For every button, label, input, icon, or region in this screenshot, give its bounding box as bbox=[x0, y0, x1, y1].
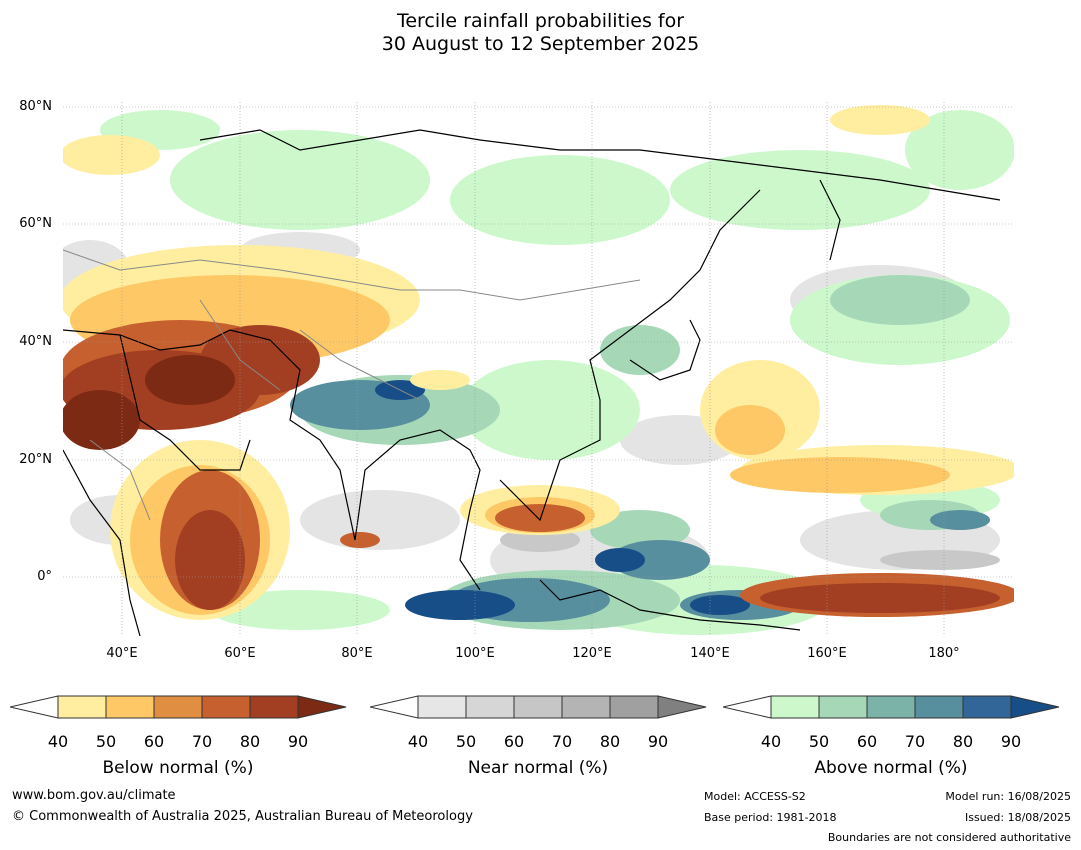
chart-title: Tercile rainfall probabilities for 30 Au… bbox=[0, 10, 1081, 56]
footer-issued: Issued: 18/08/2025 bbox=[964, 811, 1071, 824]
coastlines bbox=[63, 129, 1001, 636]
title-line-1: Tercile rainfall probabilities for bbox=[396, 10, 685, 32]
colorbar-below-tick-90: 90 bbox=[287, 732, 309, 751]
colorbar-above-swatch-1 bbox=[770, 695, 820, 719]
colorbar-near-normal: 40 50 60 70 80 90 Near normal (%) bbox=[369, 690, 710, 790]
colorbar-near-tick-40: 40 bbox=[407, 732, 429, 751]
title-line-2: 30 August to 12 September 2025 bbox=[381, 33, 700, 55]
footer-model: Model: ACCESS-S2 bbox=[704, 790, 806, 803]
colorbar-above-title: Above normal (%) bbox=[814, 758, 968, 778]
above-normal-90-areas bbox=[375, 380, 750, 620]
colorbar-above-tick-80: 80 bbox=[952, 732, 974, 751]
colorbar-near-swatch-5 bbox=[609, 695, 659, 719]
colorbar-above-normal-lower-extend bbox=[722, 695, 772, 719]
colorbar-below-tick-80: 80 bbox=[239, 732, 261, 751]
lat-label-80n: 80°N bbox=[19, 99, 52, 114]
lat-label-0: 0° bbox=[37, 569, 52, 584]
footer-copyright: © Commonwealth of Australia 2025, Austra… bbox=[12, 809, 473, 824]
colorbar-below-tick-70: 70 bbox=[191, 732, 213, 751]
lon-label-180: 180° bbox=[928, 646, 960, 661]
lat-label-60n: 60°N bbox=[19, 216, 52, 231]
colorbar-near-swatch-4 bbox=[561, 695, 611, 719]
lon-label-60e: 60°E bbox=[224, 646, 256, 661]
lon-label-160e: 160°E bbox=[807, 646, 847, 661]
footer-base-period: Base period: 1981-2018 bbox=[704, 811, 837, 824]
lon-label-140e: 140°E bbox=[690, 646, 730, 661]
colorbar-below-tick-40: 40 bbox=[47, 732, 69, 751]
colorbar-near-swatch-3 bbox=[513, 695, 563, 719]
colorbar-near-normal-upper-extend bbox=[657, 695, 707, 719]
colorbar-below-swatch-5 bbox=[249, 695, 299, 719]
colorbar-below-title: Below normal (%) bbox=[102, 758, 254, 778]
lon-label-100e: 100°E bbox=[455, 646, 495, 661]
probability-layer bbox=[63, 102, 1014, 636]
colorbar-above-swatch-3 bbox=[866, 695, 916, 719]
colorbar-below-swatch-3 bbox=[153, 695, 203, 719]
footer-disclaimer: Boundaries are not considered authoritat… bbox=[827, 831, 1071, 844]
colorbar-above-normal: 40 50 60 70 80 90 Above normal (%) bbox=[722, 690, 1063, 790]
colorbar-below-normal-bar bbox=[9, 695, 347, 719]
colorbar-below-tick-60: 60 bbox=[143, 732, 165, 751]
colorbar-above-swatch-5 bbox=[962, 695, 1012, 719]
lat-label-20n: 20°N bbox=[19, 452, 52, 467]
lat-label-40n: 40°N bbox=[19, 334, 52, 349]
colorbar-near-tick-80: 80 bbox=[599, 732, 621, 751]
lon-label-40e: 40°E bbox=[106, 646, 138, 661]
colorbar-above-tick-50: 50 bbox=[808, 732, 830, 751]
colorbar-near-title: Near normal (%) bbox=[467, 758, 609, 778]
colorbar-above-normal-bar bbox=[722, 695, 1060, 719]
below-normal-90-areas bbox=[63, 355, 235, 450]
colorbar-near-swatch-1 bbox=[417, 695, 467, 719]
colorbar-above-tick-70: 70 bbox=[904, 732, 926, 751]
colorbar-above-tick-40: 40 bbox=[760, 732, 782, 751]
colorbar-below-tick-50: 50 bbox=[95, 732, 117, 751]
colorbar-below-normal-lower-extend bbox=[9, 695, 59, 719]
colorbar-near-tick-70: 70 bbox=[551, 732, 573, 751]
gridlines bbox=[63, 102, 1014, 636]
colorbar-near-tick-60: 60 bbox=[503, 732, 525, 751]
colorbar-above-swatch-4 bbox=[914, 695, 964, 719]
colorbar-below-normal: 40 50 60 70 80 90 Below normal (%) bbox=[9, 690, 350, 790]
colorbar-near-tick-50: 50 bbox=[455, 732, 477, 751]
colorbar-above-normal-upper-extend bbox=[1010, 695, 1060, 719]
colorbar-below-swatch-1 bbox=[57, 695, 107, 719]
colorbar-below-normal-upper-extend bbox=[297, 695, 347, 719]
country-borders bbox=[63, 249, 641, 521]
colorbar-near-normal-lower-extend bbox=[369, 695, 419, 719]
colorbar-below-swatch-2 bbox=[105, 695, 155, 719]
colorbar-below-swatch-4 bbox=[201, 695, 251, 719]
lon-label-80e: 80°E bbox=[341, 646, 373, 661]
colorbar-near-swatch-2 bbox=[465, 695, 515, 719]
colorbar-near-tick-90: 90 bbox=[647, 732, 669, 751]
colorbar-near-normal-bar bbox=[369, 695, 707, 719]
lon-label-120e: 120°E bbox=[572, 646, 612, 661]
colorbar-above-tick-90: 90 bbox=[1000, 732, 1022, 751]
footer-website: www.bom.gov.au/climate bbox=[12, 788, 176, 803]
colorbar-above-tick-60: 60 bbox=[856, 732, 878, 751]
colorbar-above-swatch-2 bbox=[818, 695, 868, 719]
footer-model-run: Model run: 16/08/2025 bbox=[945, 790, 1071, 803]
